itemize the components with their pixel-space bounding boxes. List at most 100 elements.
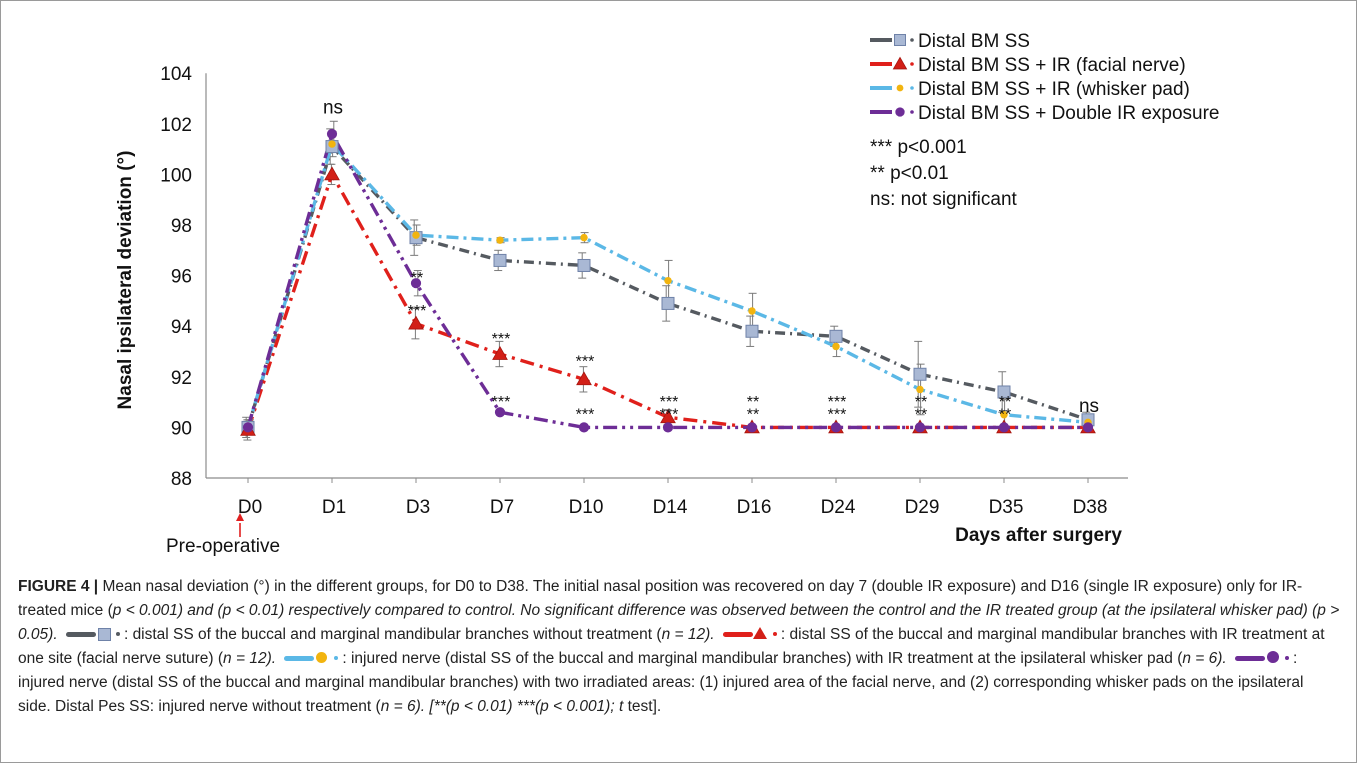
data-point-square	[577, 258, 591, 272]
data-point-square	[894, 34, 906, 46]
legend-label: Distal BM SS	[918, 31, 1030, 52]
data-point-triangle	[408, 315, 424, 330]
legend-label: Distal BM SS + Double IR exposure	[918, 103, 1220, 124]
data-point-square	[997, 385, 1011, 399]
data-point-circle	[496, 236, 504, 244]
caption-text-5: : distal SS of the buccal and marginal m…	[123, 626, 662, 643]
caption-text-16: test].	[623, 698, 662, 715]
data-point-circle	[832, 342, 840, 351]
x-axis-title: Days after surgery	[955, 525, 1122, 546]
y-tick-label: 100	[160, 165, 192, 186]
legend-label: Distal BM SS + IR (facial nerve)	[918, 55, 1186, 76]
caption-text-8: n = 12).	[223, 650, 277, 667]
legend-dot	[910, 110, 914, 114]
significance-label: ***	[828, 394, 847, 411]
significance-label: ***	[408, 303, 427, 320]
chart-axes: 88 90 92 94 96 98 100 102 104 D0 D1 D3 D7 D10 D14 D16 D2…	[160, 64, 1128, 518]
annotation-layer: ns**************************************…	[323, 98, 1099, 424]
significance-label: ns	[323, 98, 343, 119]
legend-dot	[910, 86, 914, 90]
data-point-circle	[494, 407, 506, 418]
data-point-circle	[1082, 422, 1094, 433]
x-tick-label: D14	[653, 497, 688, 518]
caption-text-2: p < 0.001) and (	[112, 602, 223, 619]
data-point-circle	[662, 422, 674, 433]
data-point-circle	[412, 231, 420, 239]
y-tick-label: 102	[160, 115, 192, 136]
caption-text-10: n = 6).	[1182, 650, 1227, 667]
data-point-circle	[998, 422, 1010, 433]
x-tick-label: D24	[821, 497, 856, 518]
caption-text-6: n = 12).	[661, 626, 715, 643]
significance-label: ***	[660, 394, 679, 411]
x-tick-label: D38	[1073, 497, 1108, 518]
caption-text-14: p < 0.001);	[540, 698, 619, 715]
significance-label: ***	[660, 407, 679, 424]
data-point-circle	[746, 422, 758, 433]
caption-text-1: Mean nasal deviation (°) in the differen…	[18, 578, 1303, 619]
x-tick-label: D29	[905, 497, 940, 518]
significance-label: ***	[828, 407, 847, 424]
data-point-circle	[580, 233, 588, 242]
caption-label: FIGURE 4 |	[18, 578, 99, 595]
y-axis-title: Nasal ipsilateral deviation (°)	[115, 151, 136, 410]
significance-label: ***	[492, 394, 511, 411]
x-tick-label: D7	[490, 497, 514, 518]
data-point-circle	[410, 278, 422, 289]
data-point-circle	[578, 422, 590, 433]
x-tick-label: D16	[737, 497, 772, 518]
data-point-circle	[1000, 411, 1008, 419]
data-point-triangle	[576, 371, 592, 386]
y-tick-label: 98	[171, 216, 192, 237]
caption-swatch-whisker	[282, 651, 340, 665]
significance-note: ns: not significant	[870, 189, 1018, 210]
data-point-triangle	[324, 166, 340, 181]
data-point-square	[745, 324, 759, 338]
data-point-circle	[664, 276, 672, 285]
line-chart: 88 90 92 94 96 98 100 102 104 D0 D1 D3 D7 D10 D14 D16 D2…	[115, 31, 1220, 557]
x-tick-label: D1	[322, 497, 346, 518]
significance-label: **	[747, 407, 759, 424]
caption-swatch-double	[1233, 651, 1291, 665]
significance-label: **	[999, 394, 1011, 411]
data-point-triangle	[492, 346, 508, 360]
x-tick-label: D3	[406, 497, 430, 518]
significance-label: **	[915, 407, 927, 424]
figure-caption: FIGURE 4 | Mean nasal deviation (°) in t…	[18, 575, 1340, 719]
significance-label: ***	[576, 407, 595, 424]
significance-label: **	[915, 394, 927, 411]
caption-swatch-control	[64, 627, 122, 641]
data-point-circle	[896, 84, 904, 92]
significance-note: ** p<0.01	[870, 163, 949, 184]
series-line	[246, 144, 1089, 428]
caption-text-3: p < 0.01) respectively compared to contr…	[222, 602, 1318, 619]
data-point-circle	[916, 385, 924, 394]
legend-label: Distal BM SS + IR (whisker pad)	[918, 79, 1190, 100]
y-tick-label: 104	[160, 64, 192, 85]
y-tick-label: 90	[171, 418, 192, 439]
data-point-square	[493, 253, 507, 267]
caption-text-9: : injured nerve (distal SS of the buccal…	[342, 650, 1183, 667]
significance-label: ns	[1079, 396, 1099, 417]
baseline-label: Pre-operative	[166, 536, 280, 557]
y-tick-label: 94	[171, 317, 193, 338]
series-layer	[240, 120, 1096, 441]
caption-text-7: : distal SS of the buccal and marginal m…	[18, 626, 1325, 667]
significance-label: **	[411, 270, 423, 287]
legend-dot	[910, 62, 914, 66]
caption-text-4: p > 0.05).	[18, 602, 1340, 643]
baseline-arrow	[236, 513, 244, 537]
data-point-square	[913, 367, 927, 381]
caption-text-12: n = 6). [**(	[380, 698, 451, 715]
caption-swatch-facial	[721, 627, 779, 641]
data-point-square	[661, 296, 675, 310]
data-point-square	[829, 329, 843, 343]
data-point-circle	[895, 107, 905, 117]
legend: Distal BM SS Distal BM SS + IR (facial ne…	[870, 31, 1220, 210]
data-point-triangle	[892, 56, 908, 70]
significance-note: *** p<0.001	[870, 137, 967, 158]
significance-label: **	[747, 394, 759, 411]
y-tick-label: 92	[171, 368, 192, 389]
caption-text-15: t	[618, 698, 624, 715]
